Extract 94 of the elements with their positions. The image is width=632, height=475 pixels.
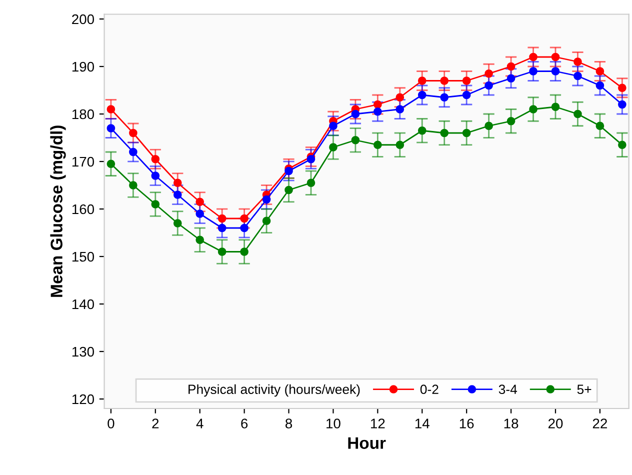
point (418, 90, 426, 100)
y-tick-label: 150 (72, 252, 94, 262)
point (596, 81, 604, 90)
point (151, 200, 160, 208)
point (173, 178, 182, 188)
y-axis-title: Mean Glucose (mg/dl) (50, 126, 66, 297)
x-tick-label: 18 (504, 418, 518, 428)
point (462, 76, 471, 85)
point (351, 110, 360, 118)
point (618, 84, 626, 92)
point (596, 67, 604, 76)
point (462, 128, 471, 138)
point (574, 72, 582, 80)
x-tick-label: 6 (241, 418, 248, 428)
point (284, 166, 293, 176)
point (551, 52, 560, 62)
point (529, 52, 538, 62)
point (196, 198, 204, 206)
point (218, 224, 226, 232)
y-tick-label: 200 (72, 14, 94, 24)
point (484, 122, 493, 130)
point (440, 76, 449, 85)
y-tick-label: 180 (72, 109, 94, 120)
y-tick-label: 190 (72, 62, 94, 72)
point (396, 93, 404, 102)
point (551, 67, 560, 76)
point (173, 190, 182, 199)
point (506, 116, 516, 126)
point (240, 214, 248, 223)
x-tick-label: 4 (196, 418, 204, 428)
y-tick-label: 140 (72, 299, 94, 310)
x-tick-label: 0 (108, 418, 114, 428)
point (440, 128, 449, 138)
point (506, 74, 516, 83)
point (306, 178, 316, 188)
point (129, 148, 138, 156)
x-tick-label: 2 (152, 418, 159, 428)
point (351, 136, 360, 144)
point (551, 102, 560, 112)
x-tick-label: 8 (286, 418, 292, 428)
point (506, 62, 516, 71)
point (240, 248, 248, 256)
point (418, 76, 426, 85)
legend-label: 5+ (577, 384, 592, 394)
x-tick-label: 12 (371, 418, 385, 428)
point (218, 214, 226, 223)
x-axis-title: Hour (348, 437, 386, 449)
point (106, 124, 116, 132)
point (151, 154, 160, 164)
point (484, 81, 493, 90)
point (196, 236, 204, 244)
point (618, 140, 626, 150)
point (440, 93, 449, 102)
x-tick-label: 10 (326, 418, 340, 428)
point (418, 126, 426, 135)
point (529, 105, 538, 114)
point (374, 107, 382, 116)
y-tick-label: 120 (72, 394, 94, 404)
point (484, 69, 493, 78)
point (106, 160, 116, 168)
y-tick-label: 170 (72, 156, 94, 167)
point (396, 140, 404, 150)
point (618, 100, 626, 109)
point (306, 154, 316, 164)
point (129, 128, 138, 138)
x-tick-label: 16 (460, 418, 474, 428)
legend-title: Physical activity (hours/week) (188, 384, 360, 397)
point (284, 186, 293, 194)
point (329, 143, 338, 152)
point (374, 140, 382, 150)
x-tick-label: 22 (592, 418, 607, 428)
point (240, 224, 248, 232)
point (574, 58, 582, 66)
point (262, 216, 271, 226)
point (196, 210, 204, 218)
legend-label: 0-2 (420, 384, 438, 394)
point (396, 105, 404, 114)
legend-label: 3-4 (498, 384, 518, 394)
point (218, 248, 226, 256)
x-tick-label: 20 (548, 418, 563, 428)
point (329, 122, 338, 130)
point (574, 110, 582, 118)
point (596, 122, 604, 130)
y-tick-label: 160 (72, 204, 94, 214)
point (129, 181, 138, 190)
point (151, 172, 160, 180)
point (374, 100, 382, 109)
x-tick-label: 14 (415, 418, 430, 428)
point (462, 90, 471, 100)
point (173, 219, 182, 228)
point (262, 195, 271, 204)
y-tick-label: 130 (72, 346, 94, 357)
point (529, 67, 538, 76)
point (106, 105, 116, 114)
